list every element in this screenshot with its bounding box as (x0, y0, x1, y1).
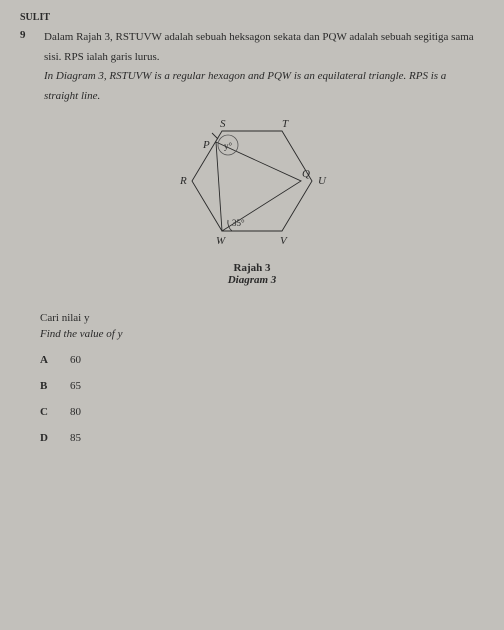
option-value: 65 (70, 380, 81, 392)
question-text-my-line1: Dalam Rajah 3, RSTUVW adalah sebuah heks… (44, 29, 484, 46)
option-d[interactable]: D 85 (40, 432, 484, 444)
option-letter: D (40, 432, 54, 444)
option-letter: A (40, 354, 54, 366)
label-angle-y: y° (224, 141, 233, 151)
tick-mark (212, 133, 218, 139)
diagram-caption: Rajah 3 Diagram 3 (20, 262, 484, 286)
prompt-my: Cari nilai y (40, 312, 484, 324)
options-block: Cari nilai y Find the value of y A 60 B … (40, 312, 484, 444)
option-a[interactable]: A 60 (40, 354, 484, 366)
question-row: 9 Dalam Rajah 3, RSTUVW adalah sebuah he… (20, 29, 484, 46)
caption-my: Rajah 3 (20, 262, 484, 274)
question-text-my-line2: sisi. RPS ialah garis lurus. (44, 49, 484, 66)
option-value: 80 (70, 406, 81, 418)
label-s: S (220, 118, 226, 130)
option-c[interactable]: C 80 (40, 406, 484, 418)
label-t: T (282, 118, 289, 130)
option-letter: C (40, 406, 54, 418)
label-angle-35: 35° (232, 218, 245, 228)
label-q: Q (302, 168, 310, 180)
hexagon-shape (192, 131, 312, 231)
label-r: R (179, 175, 187, 187)
option-letter: B (40, 380, 54, 392)
page-header-partial: SULIT (20, 12, 484, 23)
caption-en: Diagram 3 (20, 274, 484, 286)
option-b[interactable]: B 65 (40, 380, 484, 392)
hexagon-diagram: S T R U Q W V P y° 35° (142, 116, 362, 256)
label-v: V (280, 235, 288, 247)
option-value: 85 (70, 432, 81, 444)
prompt-en: Find the value of y (40, 328, 484, 340)
question-text-en-line2: straight line. (44, 88, 484, 105)
label-u: U (318, 175, 327, 187)
question-text-en-line1: In Diagram 3, RSTUVW is a regular hexago… (44, 68, 484, 85)
option-value: 60 (70, 354, 81, 366)
diagram-area: S T R U Q W V P y° 35° (20, 116, 484, 256)
label-p: P (202, 139, 210, 151)
label-w: W (216, 235, 226, 247)
question-number: 9 (20, 29, 32, 46)
